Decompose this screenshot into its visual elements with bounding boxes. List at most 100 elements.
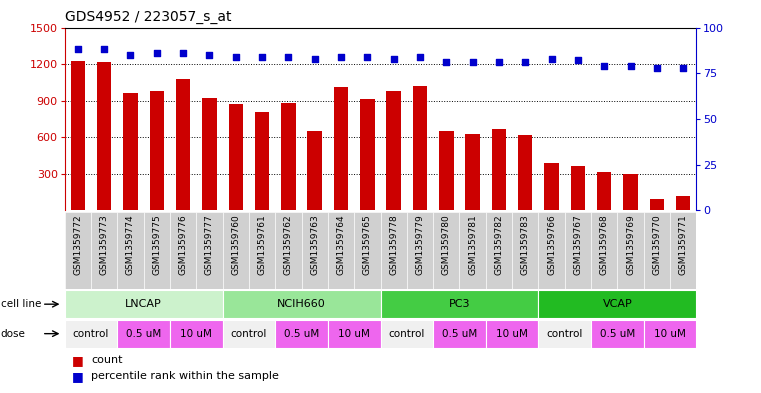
Text: GSM1359763: GSM1359763 — [310, 215, 319, 275]
Text: GSM1359779: GSM1359779 — [416, 215, 425, 275]
Text: 0.5 uM: 0.5 uM — [284, 329, 319, 339]
Text: GSM1359766: GSM1359766 — [547, 215, 556, 275]
Bar — [380, 320, 433, 348]
Point — [124, 52, 136, 58]
Text: dose: dose — [1, 329, 26, 339]
Bar — [97, 62, 111, 210]
Bar — [360, 99, 374, 210]
Text: GSM1359780: GSM1359780 — [442, 215, 451, 275]
Bar — [334, 87, 349, 210]
Point — [387, 55, 400, 62]
Text: GSM1359776: GSM1359776 — [179, 215, 188, 275]
Bar — [202, 98, 217, 210]
Point — [203, 52, 215, 58]
Bar — [91, 212, 117, 289]
Text: GSM1359765: GSM1359765 — [363, 215, 372, 275]
Bar — [65, 212, 91, 289]
Text: GSM1359773: GSM1359773 — [100, 215, 109, 275]
Bar — [486, 212, 512, 289]
Text: GSM1359782: GSM1359782 — [495, 215, 504, 275]
Bar — [144, 212, 170, 289]
Point — [572, 57, 584, 64]
Text: 10 uM: 10 uM — [654, 329, 686, 339]
Bar — [512, 212, 539, 289]
Bar — [275, 212, 301, 289]
Bar — [65, 320, 117, 348]
Point — [546, 55, 558, 62]
Text: GSM1359774: GSM1359774 — [126, 215, 135, 275]
Bar — [412, 86, 427, 210]
Bar — [228, 104, 243, 210]
Text: count: count — [91, 355, 123, 365]
Text: GDS4952 / 223057_s_at: GDS4952 / 223057_s_at — [65, 10, 231, 24]
Point — [625, 63, 637, 69]
Bar — [544, 163, 559, 210]
Bar — [623, 174, 638, 210]
Text: GSM1359778: GSM1359778 — [389, 215, 398, 275]
Bar — [380, 212, 407, 289]
Text: PC3: PC3 — [449, 299, 470, 309]
Text: GSM1359767: GSM1359767 — [573, 215, 582, 275]
Bar — [328, 212, 354, 289]
Text: GSM1359771: GSM1359771 — [679, 215, 688, 275]
Bar — [301, 212, 328, 289]
Bar — [281, 103, 295, 210]
Point — [519, 59, 531, 65]
Bar — [117, 320, 170, 348]
Text: 0.5 uM: 0.5 uM — [442, 329, 477, 339]
Text: GSM1359761: GSM1359761 — [257, 215, 266, 275]
Bar — [644, 320, 696, 348]
Text: GSM1359772: GSM1359772 — [73, 215, 82, 275]
Bar — [170, 320, 223, 348]
Text: ■: ■ — [72, 370, 84, 383]
Text: 0.5 uM: 0.5 uM — [126, 329, 161, 339]
Bar — [460, 212, 486, 289]
Bar — [591, 320, 644, 348]
Text: GSM1359777: GSM1359777 — [205, 215, 214, 275]
Point — [309, 55, 321, 62]
Bar — [597, 173, 611, 210]
Bar — [571, 166, 585, 210]
Bar — [650, 199, 664, 210]
Bar — [644, 212, 670, 289]
Point — [651, 64, 663, 71]
Text: 10 uM: 10 uM — [338, 329, 370, 339]
Point — [72, 46, 84, 53]
Point — [598, 63, 610, 69]
Bar — [255, 112, 269, 210]
Point — [677, 64, 689, 71]
Text: GSM1359775: GSM1359775 — [152, 215, 161, 275]
Bar — [275, 320, 328, 348]
Text: GSM1359781: GSM1359781 — [468, 215, 477, 275]
Bar — [539, 212, 565, 289]
Bar — [380, 290, 539, 318]
Point — [361, 53, 374, 60]
Point — [151, 50, 163, 56]
Bar — [328, 320, 380, 348]
Text: GSM1359770: GSM1359770 — [652, 215, 661, 275]
Bar — [123, 93, 138, 210]
Bar — [176, 79, 190, 210]
Text: GSM1359783: GSM1359783 — [521, 215, 530, 275]
Point — [256, 53, 268, 60]
Point — [98, 46, 110, 53]
Point — [177, 50, 189, 56]
Bar — [170, 212, 196, 289]
Text: ■: ■ — [72, 354, 84, 367]
Text: percentile rank within the sample: percentile rank within the sample — [91, 371, 279, 381]
Text: GSM1359764: GSM1359764 — [336, 215, 345, 275]
Bar — [433, 320, 486, 348]
Text: GSM1359762: GSM1359762 — [284, 215, 293, 275]
Bar — [591, 212, 617, 289]
Text: control: control — [73, 329, 109, 339]
Text: NCIH660: NCIH660 — [277, 299, 326, 309]
Bar — [150, 91, 164, 210]
Bar — [223, 320, 275, 348]
Bar — [223, 290, 380, 318]
Text: GSM1359769: GSM1359769 — [626, 215, 635, 275]
Point — [440, 59, 452, 65]
Bar — [565, 212, 591, 289]
Bar — [387, 91, 401, 210]
Bar — [676, 196, 690, 210]
Bar — [65, 290, 223, 318]
